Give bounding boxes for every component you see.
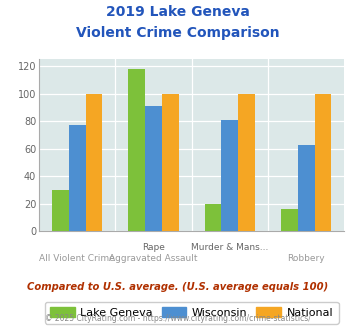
Text: Rape: Rape (142, 243, 165, 252)
Bar (145, 106, 162, 231)
Bar (69, 125, 86, 231)
Bar (52, 190, 69, 231)
Text: Aggravated Assault: Aggravated Assault (109, 254, 198, 263)
Bar (222, 120, 238, 231)
Text: © 2025 CityRating.com - https://www.cityrating.com/crime-statistics/: © 2025 CityRating.com - https://www.city… (45, 314, 310, 323)
Bar (129, 69, 145, 231)
Bar (86, 94, 102, 231)
Bar (238, 94, 255, 231)
Text: Compared to U.S. average. (U.S. average equals 100): Compared to U.S. average. (U.S. average … (27, 282, 328, 292)
Text: 2019 Lake Geneva: 2019 Lake Geneva (105, 5, 250, 19)
Legend: Lake Geneva, Wisconsin, National: Lake Geneva, Wisconsin, National (45, 302, 339, 324)
Bar (315, 94, 331, 231)
Text: All Violent Crime: All Violent Crime (39, 254, 115, 263)
Bar (298, 145, 315, 231)
Text: Violent Crime Comparison: Violent Crime Comparison (76, 26, 279, 40)
Text: Murder & Mans...: Murder & Mans... (191, 243, 268, 252)
Bar (281, 209, 298, 231)
Bar (162, 94, 179, 231)
Bar (205, 204, 222, 231)
Text: Robbery: Robbery (288, 254, 325, 263)
